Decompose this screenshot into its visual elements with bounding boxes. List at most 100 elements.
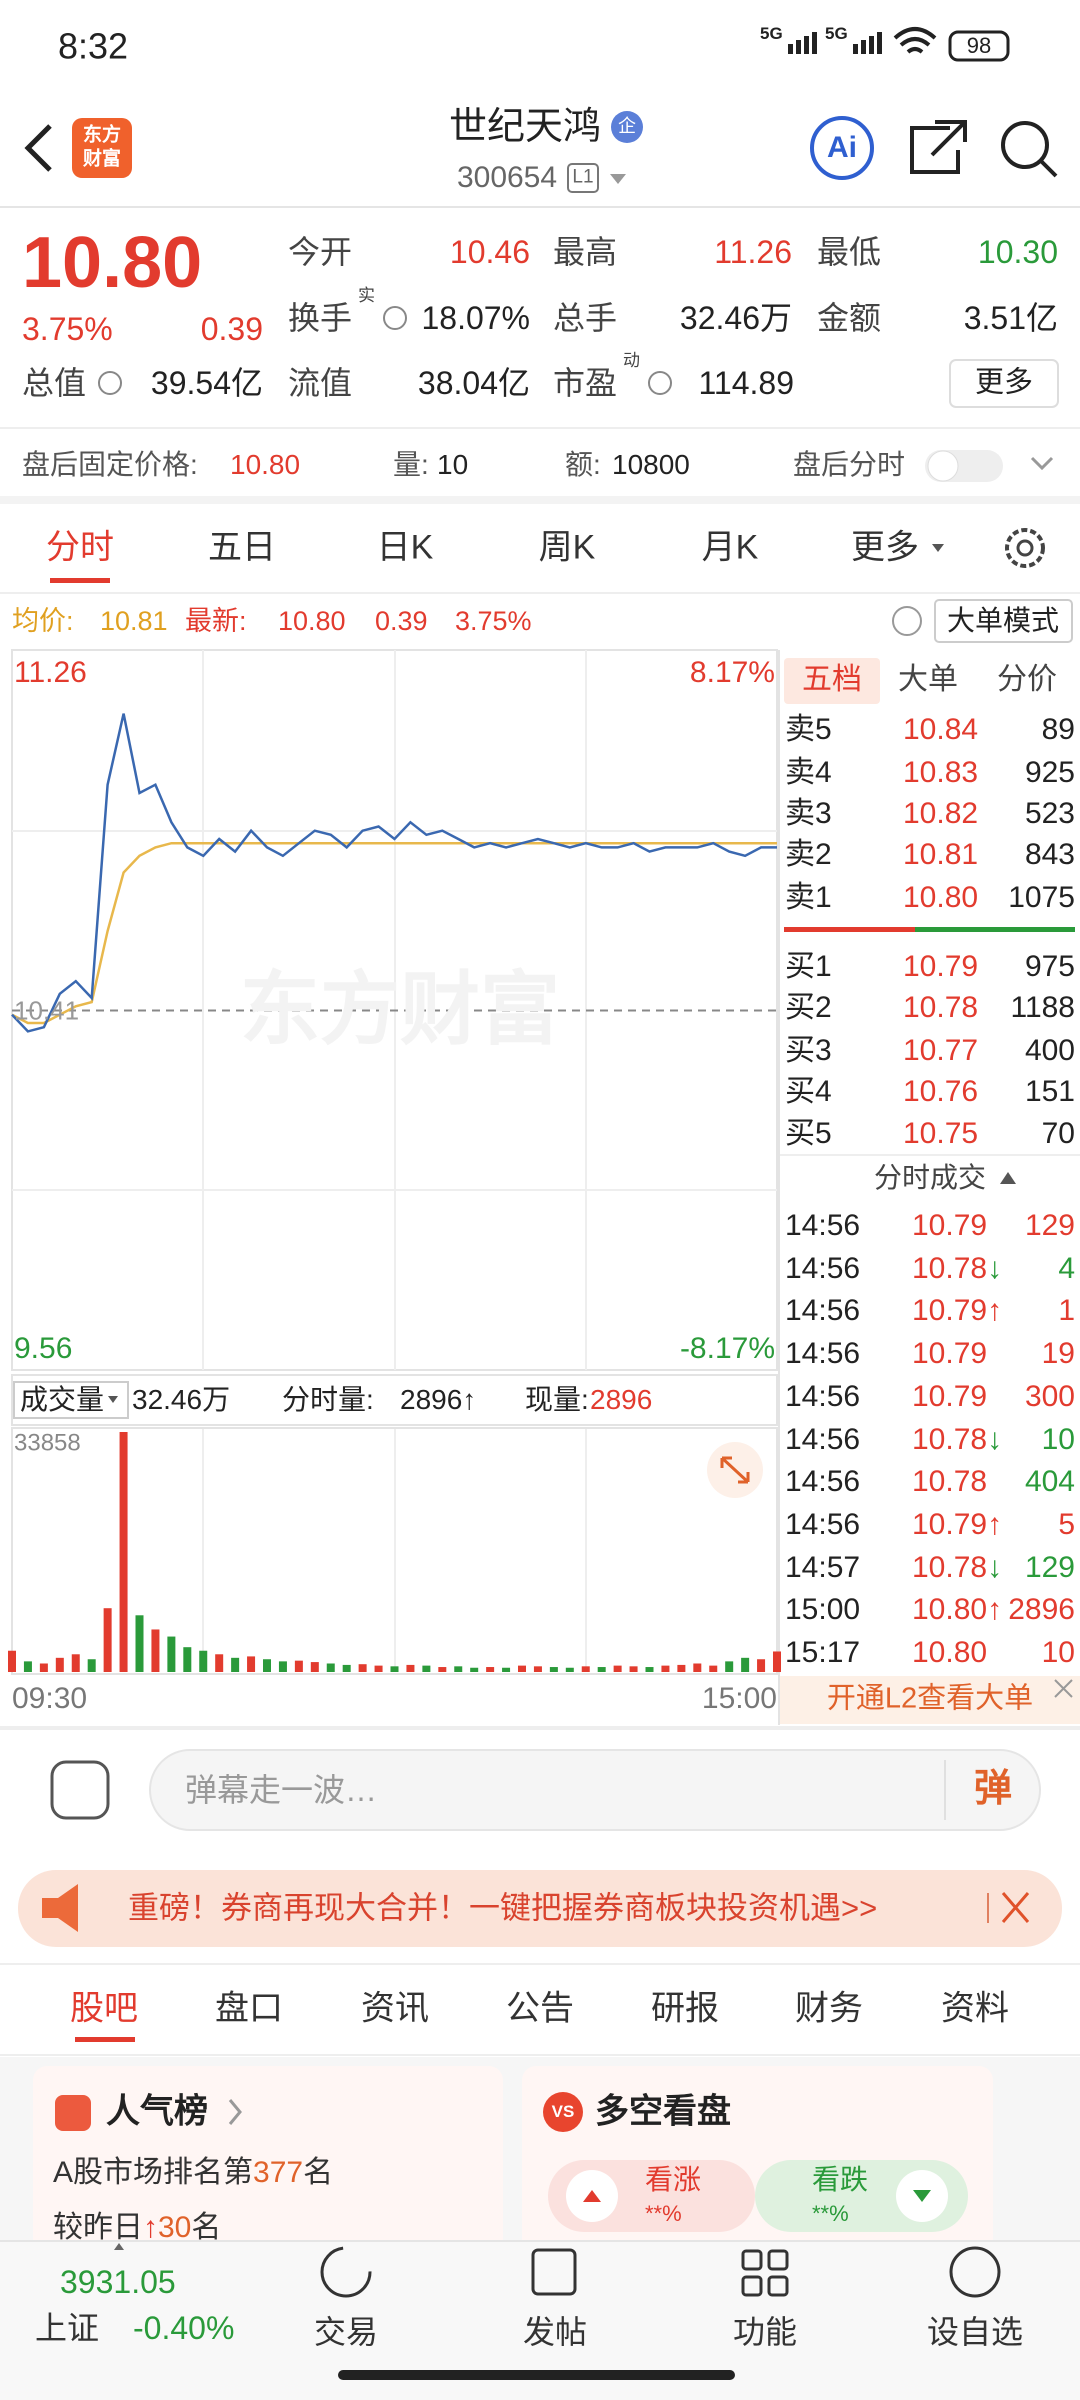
more-triangle: [932, 544, 944, 552]
tab[interactable]: 月K: [701, 528, 759, 567]
trade-volume: 2896: [1008, 1593, 1075, 1627]
logo-text: 东方: [82, 124, 122, 146]
text: 较昨日: [53, 2211, 143, 2244]
ai-button[interactable]: [810, 116, 874, 180]
volume-bar: [326, 1663, 335, 1672]
book-price: 10.81: [903, 838, 979, 871]
settings-button[interactable]: [1005, 528, 1045, 568]
card-title: 多空看盘: [595, 2092, 731, 2131]
sub-tab[interactable]: 资料: [941, 1989, 1009, 2028]
book-tab[interactable]: 五档: [802, 663, 862, 696]
trade-time: 15:17: [785, 1636, 861, 1669]
book-label: 卖1: [785, 881, 832, 914]
nav-item[interactable]: 发帖: [522, 2313, 588, 2350]
wifi-icon: [893, 27, 937, 54]
back-button[interactable]: [24, 124, 52, 172]
nav-item[interactable]: 功能: [732, 2313, 798, 2350]
nav-item[interactable]: 交易: [313, 2313, 379, 2350]
banner-bg[interactable]: [18, 1870, 1062, 1947]
book-volume: 89: [1041, 713, 1075, 746]
volume-bar: [438, 1667, 447, 1672]
help-icon[interactable]: [892, 606, 922, 636]
comment-icon[interactable]: [50, 1760, 110, 1820]
danmaku-button[interactable]: 弹: [973, 1768, 1013, 1811]
code-dropdown[interactable]: [610, 174, 626, 184]
ask-bar: [784, 927, 915, 932]
level-box: [567, 163, 599, 193]
trade-price: 10.79: [912, 1209, 988, 1242]
mode-button[interactable]: 大单模式: [946, 605, 1060, 637]
sub-tab[interactable]: 公告: [506, 1989, 574, 2028]
volume-bar: [549, 1667, 558, 1672]
mode-button[interactable]: [934, 599, 1073, 643]
tab[interactable]: 五日: [208, 528, 276, 567]
volume-label[interactable]: 成交量: [20, 1384, 105, 1416]
comment-input[interactable]: [149, 1749, 1041, 1831]
book-label: 卖2: [785, 838, 832, 871]
tab[interactable]: 分时: [46, 528, 114, 567]
post-icon[interactable]: [531, 2248, 577, 2296]
volume-bar: [757, 1659, 766, 1672]
trade-price: 10.79: [912, 1336, 987, 1372]
rank-text: A股市场排名第377名: [53, 2155, 333, 2191]
book-tab[interactable]: 分价: [997, 663, 1057, 696]
sub-tab[interactable]: 研报: [651, 1989, 719, 2028]
volume-bar: [406, 1664, 415, 1672]
book-label: 买1: [785, 950, 832, 983]
y-min-label: 9.56: [14, 1332, 73, 1365]
volume-header-frame: [11, 1374, 778, 1426]
trade-arrow: ↓: [987, 1422, 1003, 1456]
popularity-icon: [55, 2095, 91, 2131]
tab[interactable]: 更多: [851, 528, 919, 567]
volume-bar: [454, 1666, 463, 1672]
ai-label[interactable]: Ai: [827, 131, 857, 164]
sub-tab[interactable]: 财务: [795, 1989, 863, 2028]
banner-close[interactable]: [1001, 1892, 1030, 1923]
last-price: 10.80: [22, 222, 203, 303]
change: 30: [158, 2211, 192, 2244]
trade-price: 10.79: [912, 1337, 988, 1371]
popularity-card[interactable]: [33, 2066, 503, 2256]
trade-arrow: ↓: [987, 1550, 1003, 1584]
volume-bar: [342, 1664, 351, 1672]
sub-tab[interactable]: 盘口: [215, 1989, 283, 2028]
label: 最新:: [185, 605, 247, 636]
value: 0.39: [375, 605, 428, 636]
expand-icon: [720, 1456, 750, 1484]
tab-underline: [50, 578, 110, 583]
function-icon[interactable]: [741, 2249, 789, 2297]
badge-circle: [611, 111, 643, 143]
watchlist-icon[interactable]: [949, 2246, 1001, 2298]
comment-placeholder[interactable]: 弹幕走一波…: [185, 1771, 378, 1808]
banner-text[interactable]: 重磅！券商再现大合并！一键把握券商板块投资机遇>>: [128, 1890, 878, 1926]
more-button[interactable]: [949, 359, 1059, 408]
share-button[interactable]: [910, 120, 967, 174]
stat-value: 3.51亿: [963, 299, 1058, 336]
volume-selector[interactable]: [13, 1381, 129, 1419]
trade-price: 10.80: [912, 1636, 988, 1669]
sub-tab[interactable]: 资讯: [361, 1989, 429, 2028]
l2-banner[interactable]: [780, 1676, 1080, 1724]
nav-item[interactable]: 设自选: [926, 2313, 1024, 2350]
settings-core: [1016, 539, 1034, 557]
tab[interactable]: 周K: [538, 528, 596, 567]
more-button[interactable]: 更多: [974, 366, 1034, 399]
book-tab[interactable]: 大单: [898, 663, 958, 696]
trade-price: 10.79: [912, 1208, 987, 1244]
tab[interactable]: 日K: [376, 528, 434, 567]
book-volume: 523: [1024, 797, 1075, 830]
trade-icon[interactable]: [320, 2246, 372, 2298]
search-button[interactable]: [1001, 121, 1049, 169]
watermark: 东方财富: [240, 965, 560, 1054]
l2-link[interactable]: 开通L2查看大单: [826, 1682, 1034, 1715]
volume-bar: [231, 1657, 240, 1672]
expand-chevron[interactable]: [1030, 456, 1054, 471]
sub-tab[interactable]: 股吧: [70, 1989, 138, 2028]
trade-time: 14:56: [785, 1422, 861, 1456]
bear-value: **%: [812, 2200, 849, 2226]
l2-close[interactable]: [1054, 1679, 1073, 1698]
trade-price: 10.79↑: [912, 1293, 1002, 1329]
label: 盘后固定价格:: [22, 449, 198, 481]
pct-max-label: 8.17%: [689, 656, 775, 689]
